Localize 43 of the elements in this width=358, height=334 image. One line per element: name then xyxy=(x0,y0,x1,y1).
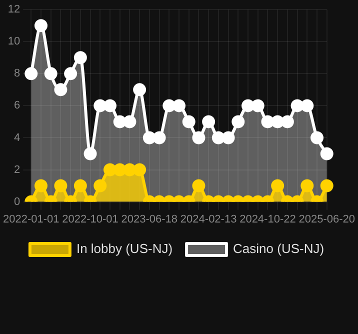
point xyxy=(212,131,225,144)
point xyxy=(172,99,186,112)
x-tick-label: 2024-10-22 xyxy=(240,213,296,226)
point xyxy=(290,99,304,112)
point xyxy=(261,115,274,128)
point xyxy=(232,115,245,128)
point xyxy=(162,99,176,112)
point xyxy=(44,67,58,80)
point xyxy=(192,131,206,144)
point xyxy=(123,115,136,128)
point xyxy=(320,147,334,160)
point xyxy=(94,99,107,112)
legend-label: Casino (US-NJ) xyxy=(233,241,324,256)
x-tick-label: 2023-06-18 xyxy=(121,213,178,226)
point xyxy=(251,99,264,112)
y-tick-label: 2 xyxy=(14,164,20,176)
y-tick-label: 6 xyxy=(14,100,20,112)
point xyxy=(300,99,314,112)
point xyxy=(222,131,235,144)
point xyxy=(103,99,116,112)
y-tick-label: 0 xyxy=(14,196,20,208)
point xyxy=(310,131,324,144)
point xyxy=(280,115,294,128)
y-tick-label: 10 xyxy=(8,36,20,48)
y-tick-label: 12 xyxy=(8,4,20,16)
point xyxy=(113,115,126,128)
point xyxy=(152,131,166,144)
x-tick-label: 2024-02-13 xyxy=(180,213,237,226)
legend-label: In lobby (US-NJ) xyxy=(76,241,173,256)
x-tick-label: 2022-01-01 xyxy=(2,213,60,226)
point xyxy=(64,67,78,80)
y-tick-label: 4 xyxy=(14,132,20,144)
point xyxy=(133,83,146,96)
x-tick-label: 2025-06-20 xyxy=(298,213,356,226)
point xyxy=(182,115,196,128)
x-tick-label: 2022-10-01 xyxy=(62,213,118,226)
point xyxy=(142,131,156,144)
point xyxy=(271,115,284,128)
point xyxy=(54,83,68,96)
point xyxy=(202,115,216,128)
point xyxy=(84,147,97,160)
y-tick-label: 8 xyxy=(14,68,20,80)
point xyxy=(242,99,255,112)
